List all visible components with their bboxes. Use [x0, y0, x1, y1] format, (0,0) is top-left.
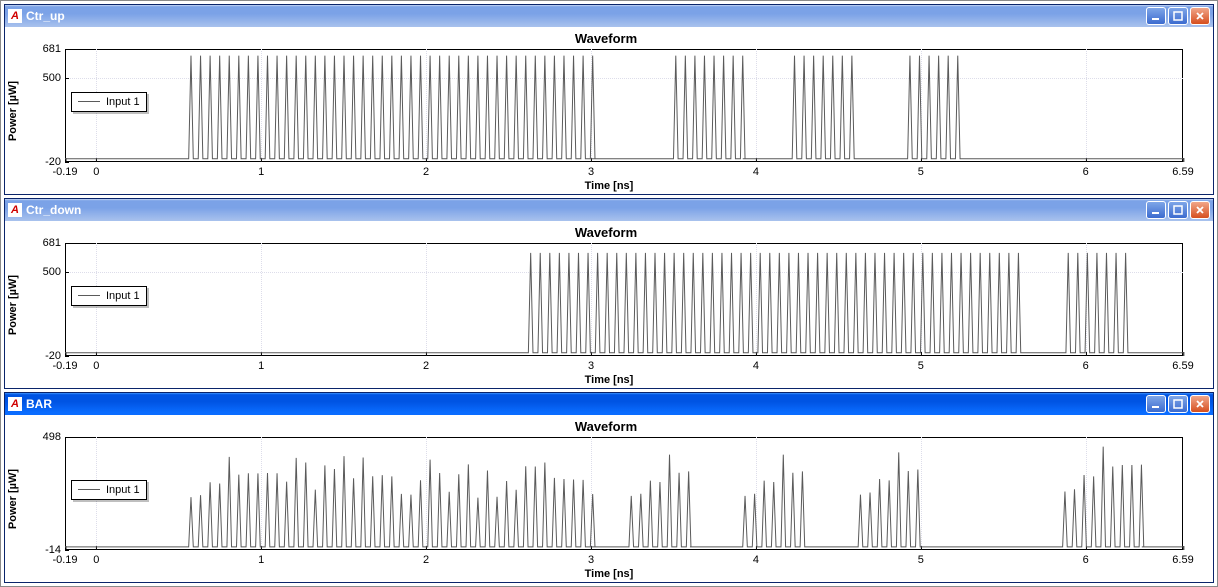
x-tick: 0	[93, 356, 99, 372]
minimize-button[interactable]	[1146, 201, 1166, 219]
x-axis-label: Time [ns]	[585, 374, 634, 386]
chart-area: Waveform Power [µW] Time [ns] -14498-0.1…	[5, 415, 1213, 582]
x-tick: 1	[258, 356, 264, 372]
x-tick: 4	[753, 550, 759, 566]
app-icon: A	[8, 203, 22, 217]
x-axis-label: Time [ns]	[585, 568, 634, 580]
minimize-button[interactable]	[1146, 395, 1166, 413]
window-ctr-up: A Ctr_up Waveform Power [µW] Time [ns] -…	[4, 4, 1214, 195]
minimize-button[interactable]	[1146, 7, 1166, 25]
x-tick: 5	[918, 550, 924, 566]
window-title: Ctr_up	[26, 9, 1146, 23]
x-tick: 0	[93, 550, 99, 566]
x-tick: 2	[423, 356, 429, 372]
x-tick: 1	[258, 162, 264, 178]
x-tick: 3	[588, 550, 594, 566]
y-tick: 500	[43, 266, 65, 278]
titlebar[interactable]: A Ctr_up	[5, 5, 1213, 27]
x-tick: 4	[753, 162, 759, 178]
waveform	[65, 243, 1183, 356]
app-icon: A	[8, 397, 22, 411]
plot: -20500681-0.1901234566.59Input 1	[65, 49, 1183, 162]
app-icon: A	[8, 9, 22, 23]
titlebar[interactable]: A Ctr_down	[5, 199, 1213, 221]
chart-area: Waveform Power [µW] Time [ns] -20500681-…	[5, 221, 1213, 388]
close-button[interactable]	[1190, 201, 1210, 219]
window-bar: A BAR Waveform Power [µW] Time [ns] -144…	[4, 392, 1214, 583]
x-tick: 6	[1083, 550, 1089, 566]
window-title: Ctr_down	[26, 203, 1146, 217]
x-tick: 6	[1083, 356, 1089, 372]
x-tick: 6	[1083, 162, 1089, 178]
x-axis-label: Time [ns]	[585, 180, 634, 192]
window-ctr-down: A Ctr_down Waveform Power [µW] Time [ns]…	[4, 198, 1214, 389]
x-tick: 4	[753, 356, 759, 372]
chart-title: Waveform	[9, 225, 1203, 240]
x-tick: 6.59	[1172, 356, 1193, 372]
close-button[interactable]	[1190, 395, 1210, 413]
x-tick: 3	[588, 162, 594, 178]
y-tick: 500	[43, 72, 65, 84]
maximize-button[interactable]	[1168, 395, 1188, 413]
x-tick: 5	[918, 162, 924, 178]
close-button[interactable]	[1190, 7, 1210, 25]
window-title: BAR	[26, 397, 1146, 411]
x-tick: -0.19	[52, 162, 77, 178]
y-axis-label: Power [µW]	[7, 468, 19, 528]
y-axis-label: Power [µW]	[7, 274, 19, 334]
y-tick: 681	[43, 237, 65, 249]
maximize-button[interactable]	[1168, 201, 1188, 219]
titlebar[interactable]: A BAR	[5, 393, 1213, 415]
x-tick: -0.19	[52, 550, 77, 566]
y-axis-label: Power [µW]	[7, 80, 19, 140]
x-tick: 0	[93, 162, 99, 178]
x-tick: 3	[588, 356, 594, 372]
x-tick: 6.59	[1172, 162, 1193, 178]
plot: -14498-0.1901234566.59Input 1	[65, 437, 1183, 550]
y-tick: 498	[43, 431, 65, 443]
chart-title: Waveform	[9, 419, 1203, 434]
x-tick: 2	[423, 162, 429, 178]
chart-area: Waveform Power [µW] Time [ns] -20500681-…	[5, 27, 1213, 194]
x-tick: 1	[258, 550, 264, 566]
y-tick: 681	[43, 43, 65, 55]
x-tick: 6.59	[1172, 550, 1193, 566]
x-tick: 5	[918, 356, 924, 372]
x-tick: 2	[423, 550, 429, 566]
waveform	[65, 49, 1183, 162]
chart-title: Waveform	[9, 31, 1203, 46]
plot: -20500681-0.1901234566.59Input 1	[65, 243, 1183, 356]
waveform	[65, 437, 1183, 550]
x-tick: -0.19	[52, 356, 77, 372]
maximize-button[interactable]	[1168, 7, 1188, 25]
